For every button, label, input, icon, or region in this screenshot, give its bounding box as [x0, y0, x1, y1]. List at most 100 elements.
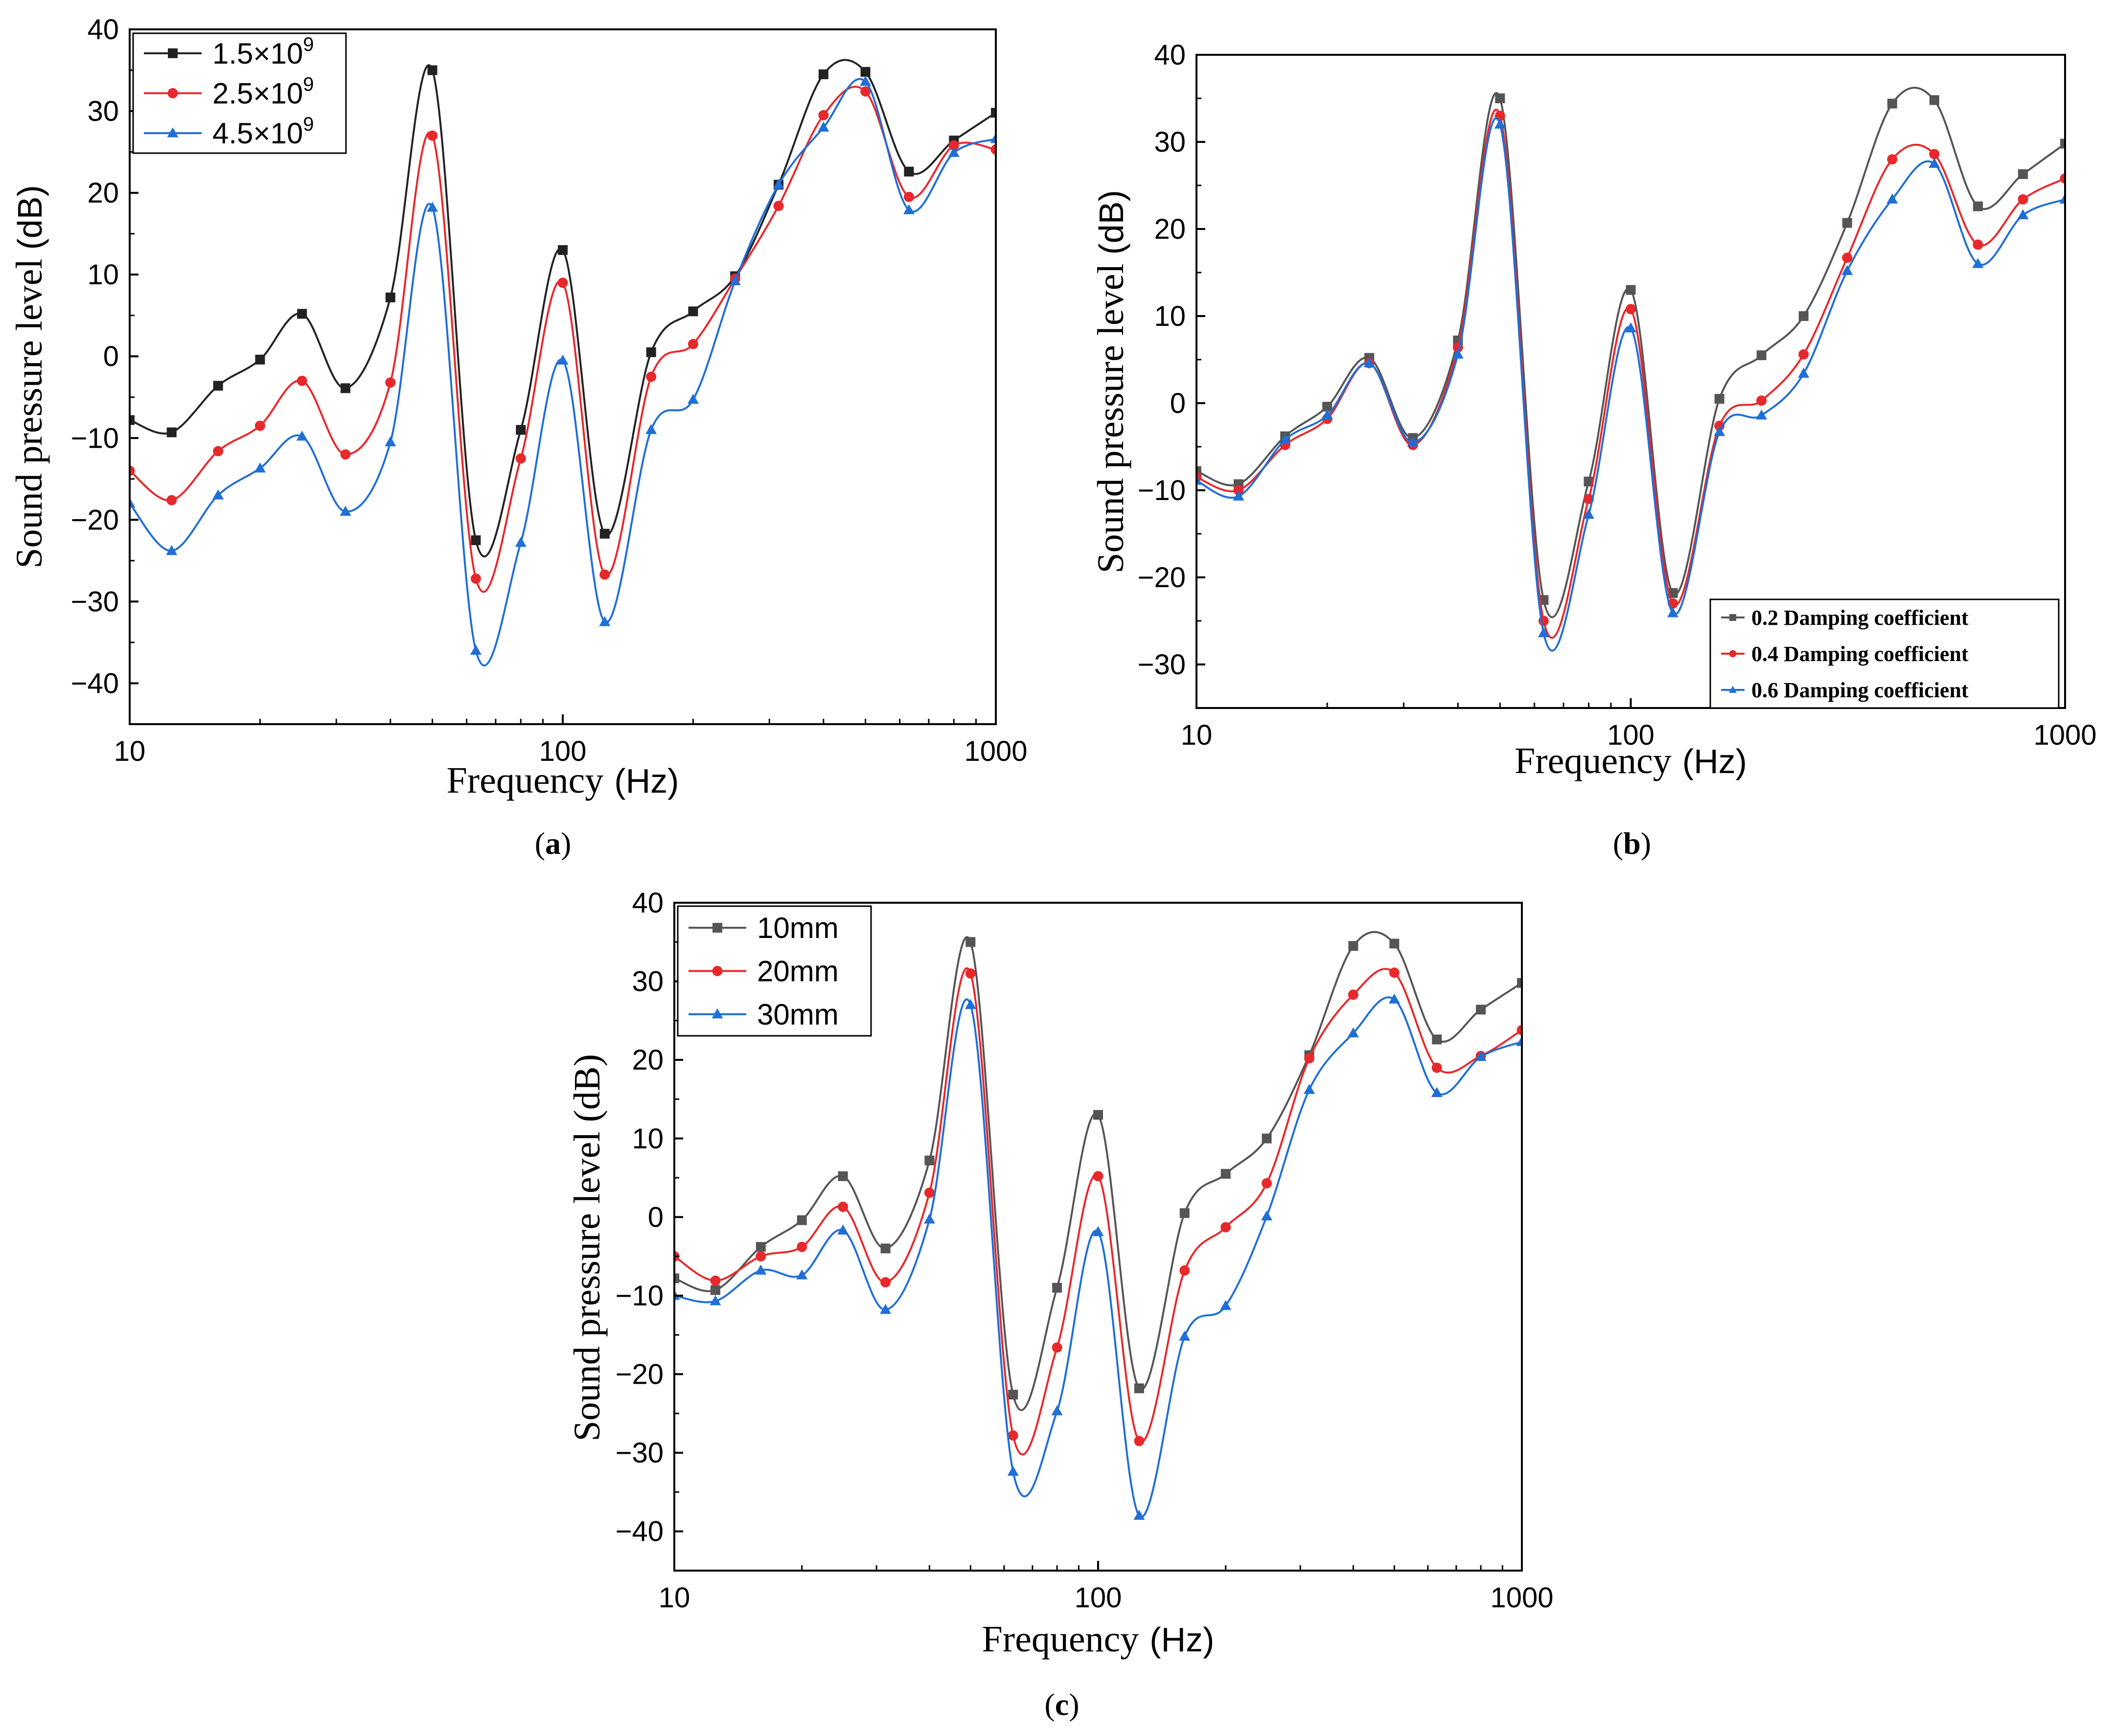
- data-point: [860, 86, 871, 97]
- legend-marker: [712, 1008, 723, 1019]
- data-point: [1007, 1465, 1019, 1476]
- data-point: [646, 371, 657, 382]
- data-point: [1196, 475, 1202, 485]
- data-point: [1475, 1051, 1487, 1061]
- y-tick-label: −20: [71, 504, 119, 536]
- data-point: [1494, 118, 1506, 129]
- legend-label-text: 20mm: [757, 955, 839, 988]
- y-tick-label: −40: [71, 667, 119, 699]
- x-axis-title-text: Frequency: [447, 760, 604, 801]
- y-tick-label: −30: [71, 586, 119, 617]
- data-point: [990, 144, 996, 155]
- data-point: [1262, 1178, 1272, 1188]
- series-line: [674, 931, 1522, 1411]
- data-point: [1929, 149, 1940, 160]
- data-point: [687, 393, 699, 404]
- data-point: [838, 1201, 849, 1212]
- data-point: [1583, 508, 1594, 519]
- data-point: [166, 427, 177, 437]
- data-point: [923, 1213, 935, 1224]
- chart-a: −40 −30 −20 −10 0 10 20 30 40 10 100 1000 Frequency (…: [9, 14, 1028, 861]
- data-point: [756, 1242, 766, 1252]
- x-axis-unit: (Hz): [1149, 1621, 1214, 1659]
- data-point: [1973, 201, 1983, 211]
- data-point: [1093, 1110, 1103, 1120]
- data-point: [297, 375, 307, 386]
- x-axis-title-text: Frequency: [1515, 740, 1672, 781]
- data-point: [1220, 1300, 1232, 1310]
- data-point: [1495, 93, 1505, 103]
- legend-box: [1709, 598, 2060, 709]
- data-point: [1887, 98, 1897, 109]
- panel-label-open: (: [535, 826, 545, 861]
- data-point: [818, 121, 829, 132]
- data-point: [773, 201, 784, 211]
- data-point: [1929, 95, 1939, 105]
- legend-label-sup: 9: [303, 34, 314, 55]
- data-point: [130, 497, 136, 508]
- series-b-1: [1196, 109, 2065, 639]
- series-c-1: [674, 967, 1522, 1456]
- data-point: [2017, 209, 2029, 220]
- data-point: [1667, 607, 1679, 617]
- data-point: [1262, 1133, 1272, 1143]
- legend-label-text: 0.6 Damping coefficient: [1751, 678, 1969, 702]
- data-point: [924, 1188, 935, 1198]
- data-point: [470, 644, 482, 655]
- data-point: [674, 1273, 679, 1283]
- data-point: [2060, 138, 2065, 149]
- data-point: [1008, 1430, 1018, 1441]
- data-point: [965, 999, 976, 1009]
- legend-label-text: 0.4 Damping coefficient: [1751, 642, 1969, 666]
- legend-label-text: 1.5×10: [212, 37, 303, 70]
- data-point: [1220, 1169, 1231, 1179]
- data-point: [646, 347, 656, 357]
- data-point: [213, 381, 223, 391]
- legend-label: 0.2 Damping coefficient: [1751, 606, 1969, 630]
- legend-label: 4.5×109: [212, 114, 314, 150]
- data-point: [212, 489, 224, 500]
- data-point: [1842, 218, 1852, 228]
- chart-c: −40 −30 −20 −10 0 10 20 30 40 10 100 1000 Frequency (…: [567, 887, 1554, 1722]
- data-point: [755, 1264, 767, 1275]
- y-tick-label: −10: [1138, 475, 1186, 506]
- data-point: [903, 204, 915, 214]
- data-point: [710, 1285, 720, 1295]
- data-point: [818, 69, 828, 79]
- data-point: [1886, 193, 1898, 204]
- data-point: [1133, 1509, 1145, 1520]
- data-point: [1179, 1330, 1191, 1341]
- legend-label-text: 4.5×10: [212, 117, 303, 150]
- data-point: [1887, 154, 1898, 165]
- legend-marker: [1729, 614, 1736, 621]
- legend-label: 2.5×109: [212, 74, 314, 110]
- y-axis-title-text: Sound pressure level: [9, 259, 50, 569]
- legend-a: 1.5×109 2.5×109 4.5×109: [132, 32, 347, 154]
- x-tick-label: 10: [114, 735, 146, 767]
- y-axis-title-text: Sound pressure level: [1090, 264, 1131, 573]
- data-point: [903, 191, 914, 202]
- data-point: [1348, 941, 1358, 951]
- data-point: [904, 166, 914, 177]
- data-point: [1134, 1436, 1145, 1446]
- data-point: [340, 449, 351, 460]
- data-point: [1321, 409, 1333, 420]
- y-tick-label: 10: [1154, 300, 1186, 332]
- legend-label: 10mm: [757, 912, 839, 944]
- legend-label: 30mm: [757, 998, 839, 1031]
- data-point: [1798, 349, 1809, 360]
- y-tick-label: 40: [1154, 39, 1186, 71]
- data-point: [1798, 367, 1810, 378]
- data-point: [1052, 1342, 1062, 1353]
- data-point: [515, 537, 527, 547]
- data-point: [1516, 1036, 1522, 1046]
- series-c-2: [674, 993, 1522, 1520]
- data-point: [254, 420, 265, 431]
- data-point: [427, 130, 438, 141]
- data-point: [645, 424, 657, 434]
- series-line: [1196, 117, 2065, 652]
- y-axis-title: Sound pressure level (dB): [1090, 190, 1131, 573]
- data-point: [471, 535, 481, 546]
- data-point: [1756, 395, 1767, 406]
- data-point: [1756, 409, 1768, 420]
